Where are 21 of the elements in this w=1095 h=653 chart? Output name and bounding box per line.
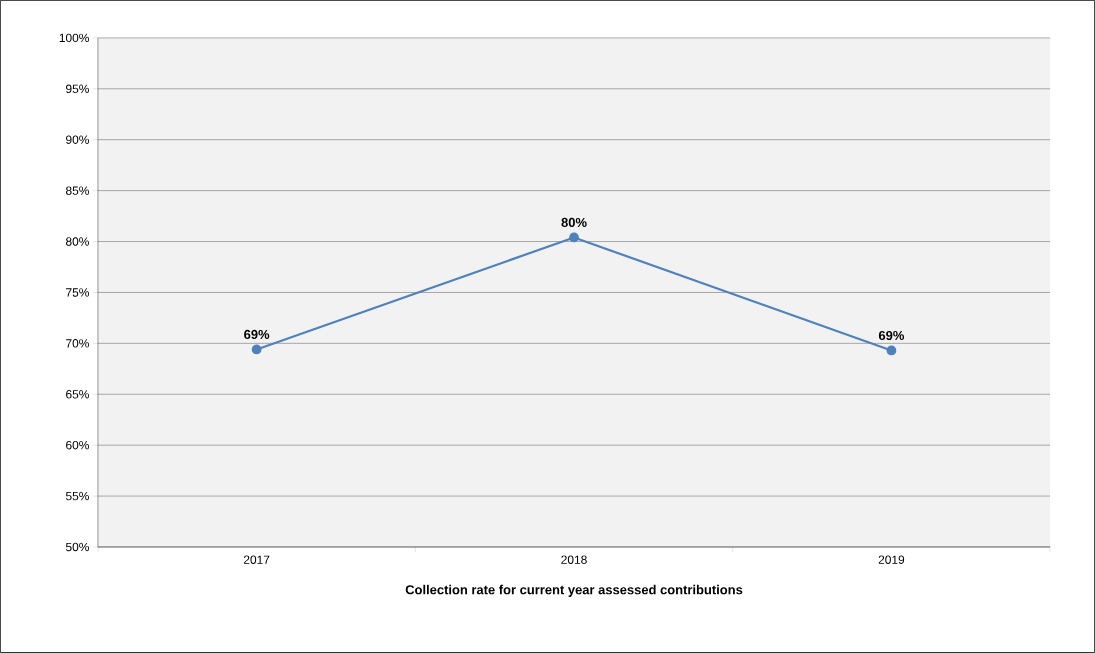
x-tick-label: 2019 — [878, 555, 905, 565]
x-axis-title: Collection rate for current year assessed contributions — [405, 584, 743, 597]
data-label: 69% — [878, 330, 905, 341]
point — [251, 344, 262, 355]
y-tick-label: 75% — [66, 288, 89, 297]
point — [569, 232, 579, 243]
x-tick-label: 2018 — [561, 555, 587, 565]
x-tick-label: 2017 — [243, 555, 270, 565]
y-tick-label: 80% — [65, 237, 89, 246]
y-tick-label: 65% — [66, 390, 89, 399]
data-label: 80% — [561, 217, 587, 228]
data-label: 69% — [244, 329, 270, 340]
y-tick-label: 95% — [66, 84, 89, 94]
y-tick-label: 100% — [59, 33, 89, 43]
y-tick-label: 55% — [65, 491, 89, 501]
y-tick-label: 50% — [65, 542, 89, 552]
y-tick-label: 70% — [66, 339, 89, 348]
y-tick-label: 90% — [66, 135, 89, 144]
point — [886, 345, 897, 356]
y-tick-label: 85% — [65, 186, 89, 195]
y-tick-label: 60% — [66, 440, 89, 450]
